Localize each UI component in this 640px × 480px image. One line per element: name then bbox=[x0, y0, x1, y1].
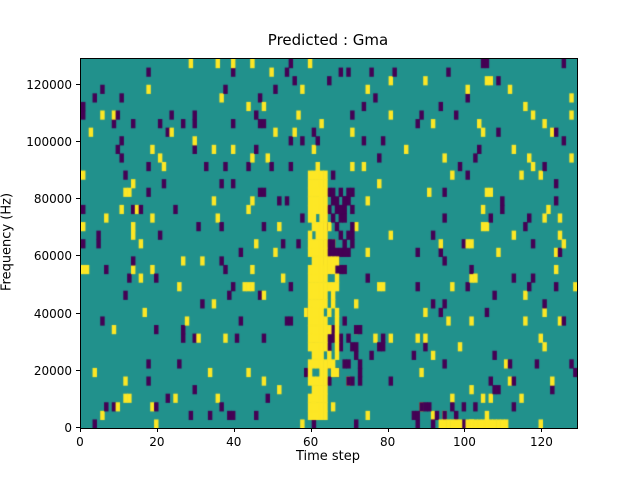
x-tick-label: 120 bbox=[529, 435, 553, 449]
x-tick-label: 100 bbox=[453, 435, 476, 449]
y-tick-mark bbox=[76, 369, 80, 371]
y-tick-mark bbox=[76, 312, 80, 314]
y-tick-label: 0 bbox=[64, 421, 72, 435]
y-axis-label: Frequency (Hz) bbox=[0, 192, 15, 292]
y-tick-mark bbox=[76, 427, 80, 428]
y-tick-mark bbox=[76, 198, 80, 200]
y-tick-label: 40000 bbox=[33, 306, 72, 321]
plot-area bbox=[80, 58, 578, 429]
y-tick-label: 100000 bbox=[26, 134, 72, 149]
chart-title: Predicted : Gma bbox=[267, 31, 389, 49]
y-tick-label: 60000 bbox=[33, 249, 72, 264]
x-tick-label: 40 bbox=[226, 435, 242, 449]
x-tick-label: 80 bbox=[379, 435, 396, 449]
x-tick-label: 20 bbox=[149, 435, 165, 449]
x-tick-mark bbox=[80, 428, 81, 432]
y-tick-label: 20000 bbox=[33, 363, 72, 378]
heatmap-canvas bbox=[81, 59, 577, 428]
x-tick-mark bbox=[387, 428, 389, 432]
y-tick-mark bbox=[76, 83, 80, 85]
x-tick-mark bbox=[541, 428, 543, 432]
x-tick-mark bbox=[233, 428, 235, 432]
x-tick-mark bbox=[156, 428, 158, 432]
x-tick-label: 0 bbox=[76, 435, 84, 449]
y-tick-mark bbox=[76, 255, 80, 257]
y-tick-mark bbox=[76, 140, 80, 142]
y-tick-label: 120000 bbox=[26, 77, 72, 92]
y-tick-label: 80000 bbox=[33, 192, 72, 207]
x-tick-label: 60 bbox=[303, 435, 319, 449]
x-tick-mark bbox=[464, 428, 466, 432]
x-axis-label: Time step bbox=[295, 449, 361, 464]
x-tick-mark bbox=[310, 428, 312, 432]
